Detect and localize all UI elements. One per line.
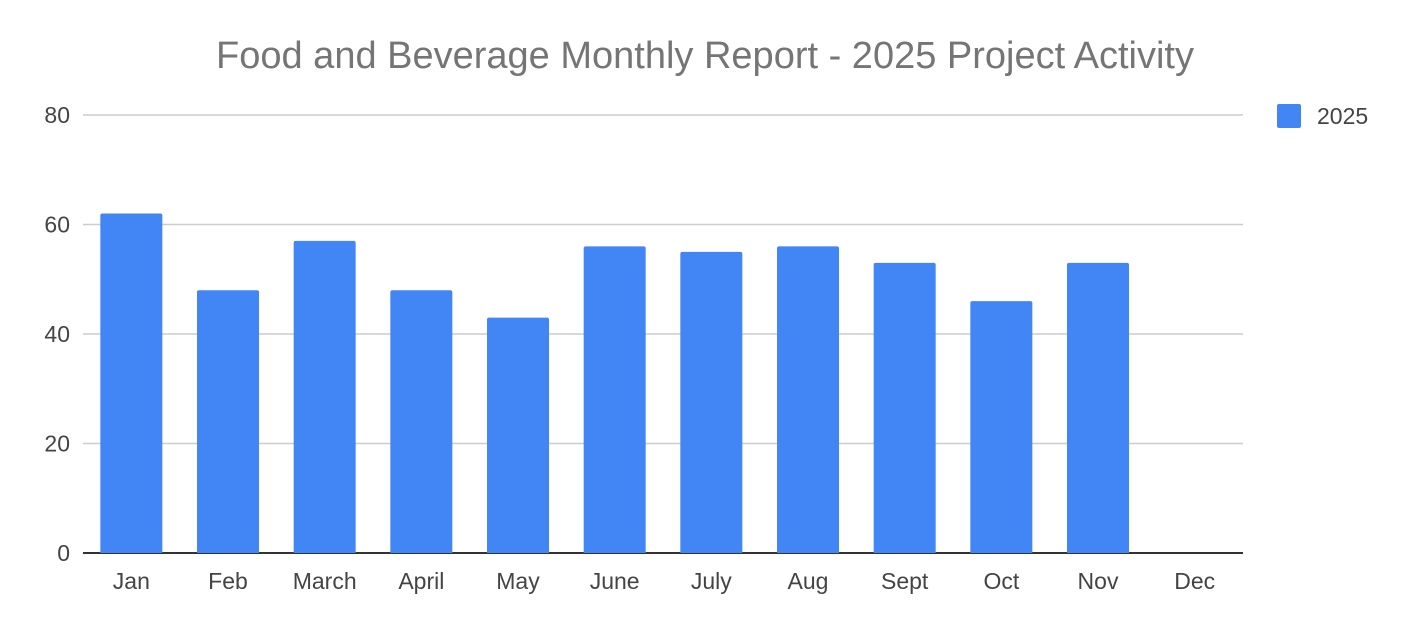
x-tick-label: Nov [1078, 568, 1119, 594]
x-tick-label: Feb [208, 568, 248, 594]
bar-oct [970, 301, 1033, 553]
x-tick-label: April [398, 568, 444, 594]
bar-feb [197, 290, 259, 553]
y-tick-label: 80 [44, 102, 70, 128]
gridlines [83, 114, 1243, 554]
x-tick-label: Sept [881, 568, 929, 594]
x-tick-label: Jan [113, 568, 150, 594]
bar-july [680, 251, 743, 553]
bar-march [293, 240, 356, 554]
legend-label: 2025 [1317, 103, 1368, 129]
bar-aug [777, 246, 839, 553]
y-tick-label: 60 [44, 212, 70, 238]
bar-june [583, 246, 646, 553]
y-axis-tick-labels: 0 20 40 60 80 [44, 102, 70, 566]
legend-swatch [1277, 104, 1301, 128]
x-tick-label: Aug [788, 568, 829, 594]
x-tick-label: June [590, 568, 640, 594]
bar-may [487, 317, 549, 553]
chart-title: Food and Beverage Monthly Report - 2025 … [216, 35, 1194, 77]
x-axis-tick-labels: Jan Feb March April May June July Aug Sept Oct Nov… [113, 568, 1215, 594]
y-tick-label: 0 [57, 540, 70, 566]
bar-jan [100, 213, 163, 554]
x-tick-label: Dec [1174, 568, 1215, 594]
x-tick-label: March [293, 568, 357, 594]
legend: 2025 [1277, 103, 1368, 129]
bar-nov [1067, 262, 1129, 553]
y-tick-label: 40 [44, 321, 70, 347]
x-tick-label: July [691, 568, 732, 594]
x-tick-label: May [496, 568, 540, 594]
bar-april [390, 290, 453, 553]
bars [100, 213, 1129, 554]
bar-sept [873, 262, 936, 553]
x-tick-label: Oct [983, 568, 1019, 594]
y-tick-label: 20 [44, 431, 70, 457]
